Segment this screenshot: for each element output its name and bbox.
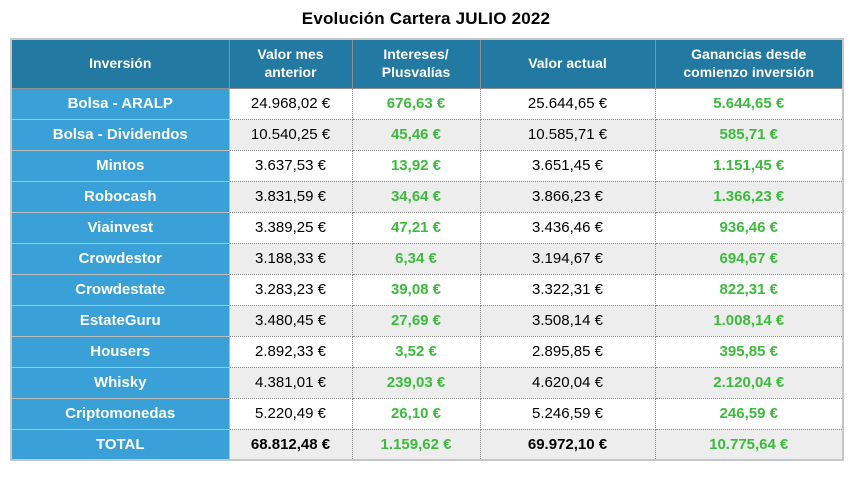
table-row: Crowdestate 3.283,23 €39,08 €3.322,31 €82… xyxy=(10,273,844,306)
interest-value: 6,34 € xyxy=(351,242,481,275)
current-value: 2.895,85 € xyxy=(479,335,656,368)
prev-month-value: 3.480,45 € xyxy=(228,304,353,337)
prev-month-value: 4.381,01 € xyxy=(228,366,353,399)
current-value: 4.620,04 € xyxy=(479,366,656,399)
row-label: Bolsa - Dividendos xyxy=(10,118,230,151)
table-row: Robocash 3.831,59 €34,64 €3.866,23 €1.366… xyxy=(10,180,844,213)
interest-value: 47,21 € xyxy=(351,211,481,244)
interest-value: 239,03 € xyxy=(351,366,481,399)
gains-value: 1.008,14 € xyxy=(654,304,844,337)
current-value: 3.322,31 € xyxy=(479,273,656,306)
total-row: TOTAL 68.812,48 €1.159,62 €69.972,10 €10.… xyxy=(10,428,844,461)
gains-value: 936,46 € xyxy=(654,211,844,244)
gains-value: 694,67 € xyxy=(654,242,844,275)
row-label: Bolsa - ARALP xyxy=(10,87,230,120)
gains-value: 822,31 € xyxy=(654,273,844,306)
row-label: EstateGuru xyxy=(10,304,230,337)
prev-month-value: 3.831,59 € xyxy=(228,180,353,213)
row-label: Robocash xyxy=(10,180,230,213)
gains-value: 246,59 € xyxy=(654,397,844,430)
row-label: Viainvest xyxy=(10,211,230,244)
table-body: Bolsa - ARALP 24.968,02 €676,63 €25.644,6… xyxy=(10,87,844,461)
current-value: 3.194,67 € xyxy=(479,242,656,275)
gains-value: 395,85 € xyxy=(654,335,844,368)
table-row: Housers 2.892,33 €3,52 €2.895,85 €395,85 … xyxy=(10,335,844,368)
table-row: Viainvest 3.389,25 €47,21 €3.436,46 €936,… xyxy=(10,211,844,244)
row-label: Crowdestate xyxy=(10,273,230,306)
row-label: Housers xyxy=(10,335,230,368)
prev-month-value: 3.188,33 € xyxy=(228,242,353,275)
gains-value: 2.120,04 € xyxy=(654,366,844,399)
prev-month-value: 5.220,49 € xyxy=(228,397,353,430)
column-header-valor-actual: Valor actual xyxy=(479,38,656,89)
current-value: 5.246,59 € xyxy=(479,397,656,430)
interest-value: 3,52 € xyxy=(351,335,481,368)
interest-value: 27,69 € xyxy=(351,304,481,337)
table-row: Criptomonedas 5.220,49 €26,10 €5.246,59 €… xyxy=(10,397,844,430)
table-header: Inversión Valor mes anterior Intereses/ … xyxy=(10,38,844,89)
prev-month-value: 24.968,02 € xyxy=(228,87,353,120)
prev-month-value: 10.540,25 € xyxy=(228,118,353,151)
prev-month-value: 3.389,25 € xyxy=(228,211,353,244)
row-label: Criptomonedas xyxy=(10,397,230,430)
interest-value: 34,64 € xyxy=(351,180,481,213)
row-label: Whisky xyxy=(10,366,230,399)
gains-value: 10.775,64 € xyxy=(654,428,844,461)
current-value: 10.585,71 € xyxy=(479,118,656,151)
column-header-ganancias: Ganancias desde comienzo inversión xyxy=(654,38,844,89)
table-row: Mintos 3.637,53 €13,92 €3.651,45 €1.151,4… xyxy=(10,149,844,182)
current-value: 25.644,65 € xyxy=(479,87,656,120)
row-label: Mintos xyxy=(10,149,230,182)
current-value: 3.508,14 € xyxy=(479,304,656,337)
interest-value: 26,10 € xyxy=(351,397,481,430)
prev-month-value: 68.812,48 € xyxy=(228,428,353,461)
page-title: Evolución Cartera JULIO 2022 xyxy=(301,9,551,28)
header-row: Inversión Valor mes anterior Intereses/ … xyxy=(10,38,844,89)
column-header-intereses-plusvalias: Intereses/ Plusvalías xyxy=(351,38,481,89)
row-label: TOTAL xyxy=(10,428,230,461)
table-row: Bolsa - ARALP 24.968,02 €676,63 €25.644,6… xyxy=(10,87,844,120)
prev-month-value: 3.283,23 € xyxy=(228,273,353,306)
table-row: Bolsa - Dividendos 10.540,25 €45,46 €10.5… xyxy=(10,118,844,151)
portfolio-table-container: Inversión Valor mes anterior Intereses/ … xyxy=(10,38,844,461)
table-row: Crowdestor 3.188,33 €6,34 €3.194,67 €694,… xyxy=(10,242,844,275)
table-row: Whisky 4.381,01 €239,03 €4.620,04 €2.120,… xyxy=(10,366,844,399)
gains-value: 5.644,65 € xyxy=(654,87,844,120)
interest-value: 39,08 € xyxy=(351,273,481,306)
prev-month-value: 2.892,33 € xyxy=(228,335,353,368)
interest-value: 676,63 € xyxy=(351,87,481,120)
portfolio-table: Inversión Valor mes anterior Intereses/ … xyxy=(10,38,844,461)
current-value: 3.866,23 € xyxy=(479,180,656,213)
table-row: EstateGuru 3.480,45 €27,69 €3.508,14 €1.0… xyxy=(10,304,844,337)
current-value: 69.972,10 € xyxy=(479,428,656,461)
current-value: 3.651,45 € xyxy=(479,149,656,182)
gains-value: 585,71 € xyxy=(654,118,844,151)
interest-value: 45,46 € xyxy=(351,118,481,151)
column-header-valor-mes-anterior: Valor mes anterior xyxy=(228,38,353,89)
row-label: Crowdestor xyxy=(10,242,230,275)
interest-value: 13,92 € xyxy=(351,149,481,182)
prev-month-value: 3.637,53 € xyxy=(228,149,353,182)
current-value: 3.436,46 € xyxy=(479,211,656,244)
interest-value: 1.159,62 € xyxy=(351,428,481,461)
gains-value: 1.366,23 € xyxy=(654,180,844,213)
column-header-inversion: Inversión xyxy=(10,38,230,89)
gains-value: 1.151,45 € xyxy=(654,149,844,182)
